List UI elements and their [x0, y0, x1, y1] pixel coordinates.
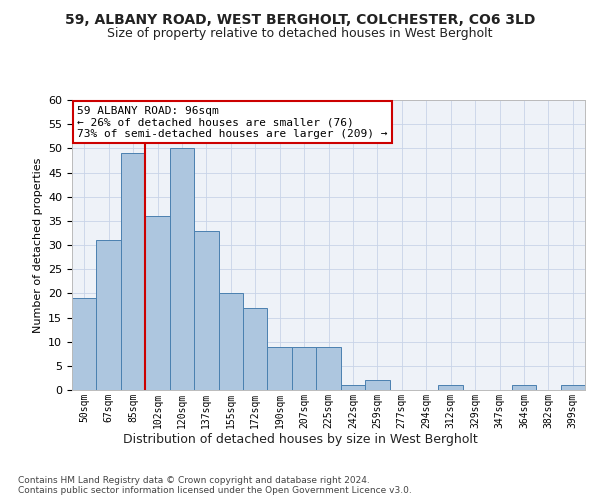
Text: 59 ALBANY ROAD: 96sqm
← 26% of detached houses are smaller (76)
73% of semi-deta: 59 ALBANY ROAD: 96sqm ← 26% of detached …: [77, 106, 388, 139]
Bar: [316, 346, 341, 390]
Bar: [97, 240, 121, 390]
Text: Size of property relative to detached houses in West Bergholt: Size of property relative to detached ho…: [107, 28, 493, 40]
Bar: [439, 385, 463, 390]
Bar: [170, 148, 194, 390]
Bar: [365, 380, 389, 390]
Bar: [121, 153, 145, 390]
Bar: [512, 385, 536, 390]
Bar: [292, 346, 316, 390]
Text: Contains HM Land Registry data © Crown copyright and database right 2024.
Contai: Contains HM Land Registry data © Crown c…: [18, 476, 412, 495]
Bar: [560, 385, 585, 390]
Bar: [145, 216, 170, 390]
Bar: [341, 385, 365, 390]
Bar: [194, 230, 218, 390]
Bar: [72, 298, 97, 390]
Text: 59, ALBANY ROAD, WEST BERGHOLT, COLCHESTER, CO6 3LD: 59, ALBANY ROAD, WEST BERGHOLT, COLCHEST…: [65, 12, 535, 26]
Y-axis label: Number of detached properties: Number of detached properties: [32, 158, 43, 332]
Bar: [218, 294, 243, 390]
Bar: [268, 346, 292, 390]
Text: Distribution of detached houses by size in West Bergholt: Distribution of detached houses by size …: [122, 432, 478, 446]
Bar: [243, 308, 268, 390]
